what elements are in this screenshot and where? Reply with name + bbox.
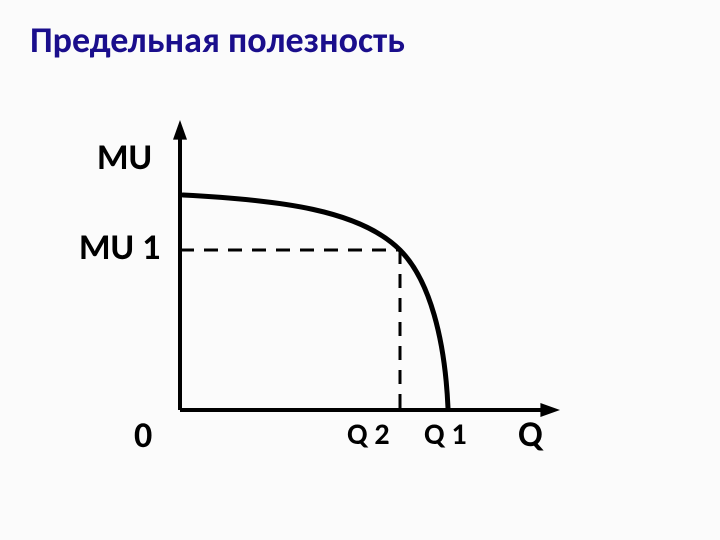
y-axis-arrow <box>173 120 187 140</box>
x-axis-arrow <box>540 403 560 417</box>
mu-curve <box>183 195 448 408</box>
diagram-chart <box>0 0 720 540</box>
